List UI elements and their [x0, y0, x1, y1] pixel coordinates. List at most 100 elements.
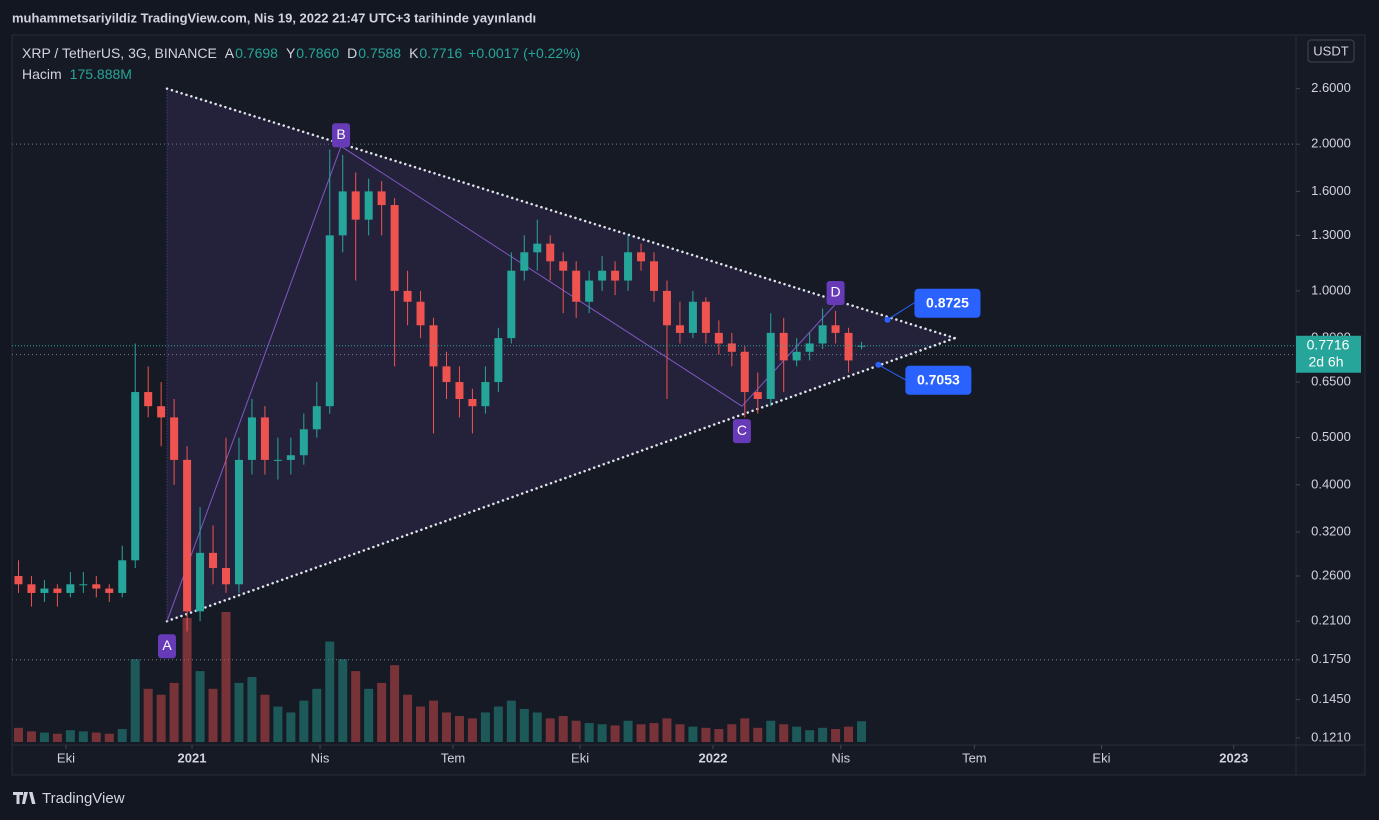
target-label: 0.7053 — [917, 371, 960, 387]
candle-body — [650, 261, 658, 291]
volume-bar — [766, 720, 776, 742]
candle-body — [92, 584, 101, 589]
volume-bar — [454, 716, 464, 742]
volume-name: Hacim — [22, 66, 62, 82]
candle-body — [792, 351, 801, 361]
candle-body — [40, 588, 49, 593]
triangle-fill — [166, 88, 955, 622]
volume-bar — [610, 725, 620, 742]
ohlc-value: 0.7698 — [235, 45, 278, 61]
pattern-path — [166, 145, 836, 622]
volume-bar — [636, 724, 646, 742]
volume-bar — [26, 731, 36, 742]
candle-body — [766, 332, 775, 399]
last-price-label: 0.7716 — [1307, 336, 1350, 352]
target-point — [884, 316, 891, 323]
candle-body — [779, 332, 788, 361]
candle-body — [53, 588, 62, 593]
volume-bar — [805, 730, 815, 742]
candle-body — [144, 392, 153, 407]
volume-bar — [740, 718, 750, 742]
x-tick-label: 2021 — [178, 750, 207, 765]
y-tick-label: 2.0000 — [1311, 136, 1351, 151]
legend-line: XRP / TetherUS, 3G, BINANCE A0.7698 Y0.786… — [22, 45, 580, 61]
volume-legend: Hacim 175.888M — [22, 66, 132, 82]
volume-bar — [467, 718, 477, 742]
target-connector — [887, 302, 915, 321]
candle-body — [234, 459, 243, 585]
target-label: 0.8725 — [926, 294, 969, 310]
volume-bar — [701, 727, 711, 742]
candle-body — [260, 417, 269, 460]
candle-body — [740, 351, 749, 393]
y-tick-label: 0.6500 — [1311, 373, 1351, 388]
candle-body — [273, 459, 282, 461]
volume-bar — [65, 730, 75, 742]
x-tick-label: 2022 — [699, 750, 728, 765]
ohlc-key: K — [409, 45, 419, 61]
candle-body — [727, 343, 736, 352]
volume-bar — [545, 718, 555, 742]
target-box — [914, 288, 981, 318]
volume-bar — [831, 729, 841, 742]
volume-bar — [597, 724, 607, 742]
candle-body — [481, 382, 490, 407]
volume-bar — [260, 694, 270, 742]
candle-body — [844, 332, 853, 361]
brand: TradingView — [13, 790, 125, 807]
volume-bar — [532, 712, 542, 742]
ohlc-key: Y — [286, 45, 296, 61]
candle-body — [157, 406, 166, 418]
volume-bar — [688, 726, 698, 742]
x-tick-label: 2023 — [1219, 750, 1248, 765]
ohlc-key: D — [347, 45, 357, 61]
volume-bar — [441, 712, 451, 742]
volume-bar — [558, 716, 568, 742]
volume-bar — [403, 694, 413, 742]
volume-bar — [52, 733, 62, 742]
candle-body — [533, 243, 542, 253]
y-tick-label: 0.2100 — [1311, 613, 1351, 628]
volume-bar — [390, 665, 400, 742]
candle-body — [183, 459, 192, 612]
candle-body — [66, 584, 75, 593]
candle-body — [403, 290, 412, 302]
volume-bar — [247, 677, 257, 742]
y-tick-label: 0.1210 — [1311, 729, 1351, 744]
volume-bar — [351, 671, 361, 742]
volume-bar — [779, 724, 789, 742]
candle-body — [546, 243, 555, 262]
volume-bar — [571, 720, 581, 742]
candle-body — [572, 270, 581, 302]
brand-name: TradingView — [42, 790, 125, 807]
volume-bar — [130, 659, 140, 742]
volume-bar — [727, 724, 737, 742]
pattern-label-box — [732, 419, 751, 444]
volume-bar — [519, 708, 529, 742]
volume-bar — [662, 718, 672, 742]
y-tick-label: 1.6000 — [1311, 183, 1351, 198]
candle-body — [675, 325, 684, 333]
volume-bar — [584, 723, 594, 742]
candle-body — [286, 455, 295, 460]
volume-bar — [364, 688, 374, 742]
volume-bar — [493, 706, 503, 742]
volume-bar — [338, 659, 348, 742]
volume-bar — [818, 727, 828, 742]
candle-body — [196, 552, 205, 612]
volume-bar — [117, 729, 127, 742]
volume-bar — [182, 617, 192, 742]
candle-body — [416, 301, 425, 326]
pattern-label: D — [831, 284, 841, 300]
volume-bar — [143, 688, 153, 742]
candle-body — [624, 252, 633, 281]
x-tick-label: Eki — [571, 750, 589, 765]
y-tick-label: 0.5000 — [1311, 429, 1351, 444]
volume-bar — [13, 727, 23, 742]
currency-button[interactable] — [1307, 39, 1355, 63]
candle-body — [351, 191, 360, 220]
volume-bar — [857, 721, 867, 742]
y-tick-label: 1.3000 — [1311, 227, 1351, 242]
volume-bar — [675, 724, 685, 742]
